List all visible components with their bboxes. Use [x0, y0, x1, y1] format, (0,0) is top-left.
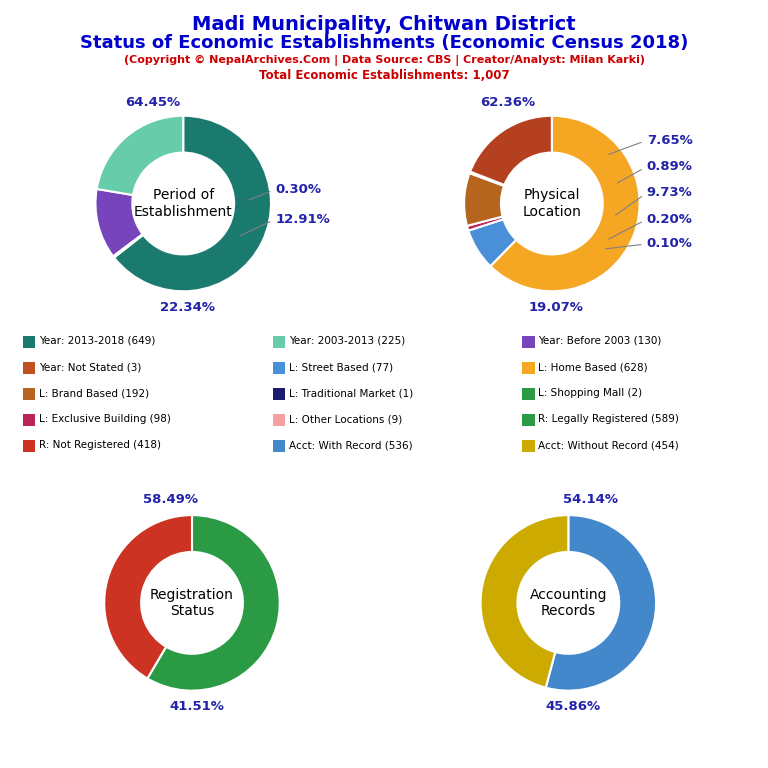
- Text: 0.89%: 0.89%: [617, 161, 693, 183]
- Wedge shape: [470, 171, 505, 185]
- Text: Registration
Status: Registration Status: [150, 588, 234, 618]
- Text: 58.49%: 58.49%: [143, 493, 197, 506]
- Text: L: Home Based (628): L: Home Based (628): [538, 362, 648, 372]
- Text: 64.45%: 64.45%: [125, 96, 180, 109]
- Wedge shape: [114, 116, 271, 291]
- Text: L: Brand Based (192): L: Brand Based (192): [39, 388, 149, 399]
- Text: L: Street Based (77): L: Street Based (77): [289, 362, 393, 372]
- Wedge shape: [95, 189, 143, 257]
- Text: Acct: With Record (536): Acct: With Record (536): [289, 440, 412, 451]
- Text: 22.34%: 22.34%: [160, 300, 215, 313]
- Text: Accounting
Records: Accounting Records: [530, 588, 607, 618]
- Text: 54.14%: 54.14%: [563, 493, 617, 506]
- Text: 41.51%: 41.51%: [169, 700, 223, 713]
- Text: Madi Municipality, Chitwan District: Madi Municipality, Chitwan District: [192, 15, 576, 35]
- Wedge shape: [104, 515, 192, 678]
- Text: 19.07%: 19.07%: [529, 300, 584, 313]
- Text: L: Traditional Market (1): L: Traditional Market (1): [289, 388, 413, 399]
- Text: 12.91%: 12.91%: [240, 213, 330, 236]
- Text: 45.86%: 45.86%: [545, 700, 601, 713]
- Wedge shape: [469, 172, 505, 186]
- Text: Status of Economic Establishments (Economic Census 2018): Status of Economic Establishments (Econo…: [80, 34, 688, 51]
- Text: L: Other Locations (9): L: Other Locations (9): [289, 414, 402, 425]
- Text: Acct: Without Record (454): Acct: Without Record (454): [538, 440, 679, 451]
- Text: 62.36%: 62.36%: [481, 96, 535, 109]
- Text: 9.73%: 9.73%: [616, 187, 693, 215]
- Wedge shape: [468, 219, 516, 266]
- Text: Period of
Establishment: Period of Establishment: [134, 188, 233, 219]
- Text: Year: Not Stated (3): Year: Not Stated (3): [39, 362, 141, 372]
- Wedge shape: [546, 515, 656, 690]
- Text: (Copyright © NepalArchives.Com | Data Source: CBS | Creator/Analyst: Milan Karki: (Copyright © NepalArchives.Com | Data So…: [124, 55, 644, 66]
- Text: L: Shopping Mall (2): L: Shopping Mall (2): [538, 388, 643, 399]
- Wedge shape: [464, 173, 504, 226]
- Wedge shape: [147, 515, 280, 690]
- Text: Total Economic Establishments: 1,007: Total Economic Establishments: 1,007: [259, 69, 509, 82]
- Wedge shape: [467, 217, 504, 230]
- Text: Year: 2013-2018 (649): Year: 2013-2018 (649): [39, 336, 156, 346]
- Wedge shape: [481, 515, 568, 687]
- Text: 0.30%: 0.30%: [249, 183, 321, 200]
- Text: Physical
Location: Physical Location: [522, 188, 581, 219]
- Text: 0.20%: 0.20%: [609, 213, 693, 239]
- Wedge shape: [490, 116, 640, 291]
- Text: R: Not Registered (418): R: Not Registered (418): [39, 440, 161, 451]
- Text: 0.10%: 0.10%: [605, 237, 693, 250]
- Wedge shape: [470, 116, 552, 185]
- Wedge shape: [97, 116, 184, 195]
- Wedge shape: [113, 234, 143, 257]
- Text: 7.65%: 7.65%: [609, 134, 693, 154]
- Text: Year: Before 2003 (130): Year: Before 2003 (130): [538, 336, 662, 346]
- Text: R: Legally Registered (589): R: Legally Registered (589): [538, 414, 679, 425]
- Text: L: Exclusive Building (98): L: Exclusive Building (98): [39, 414, 171, 425]
- Text: Year: 2003-2013 (225): Year: 2003-2013 (225): [289, 336, 405, 346]
